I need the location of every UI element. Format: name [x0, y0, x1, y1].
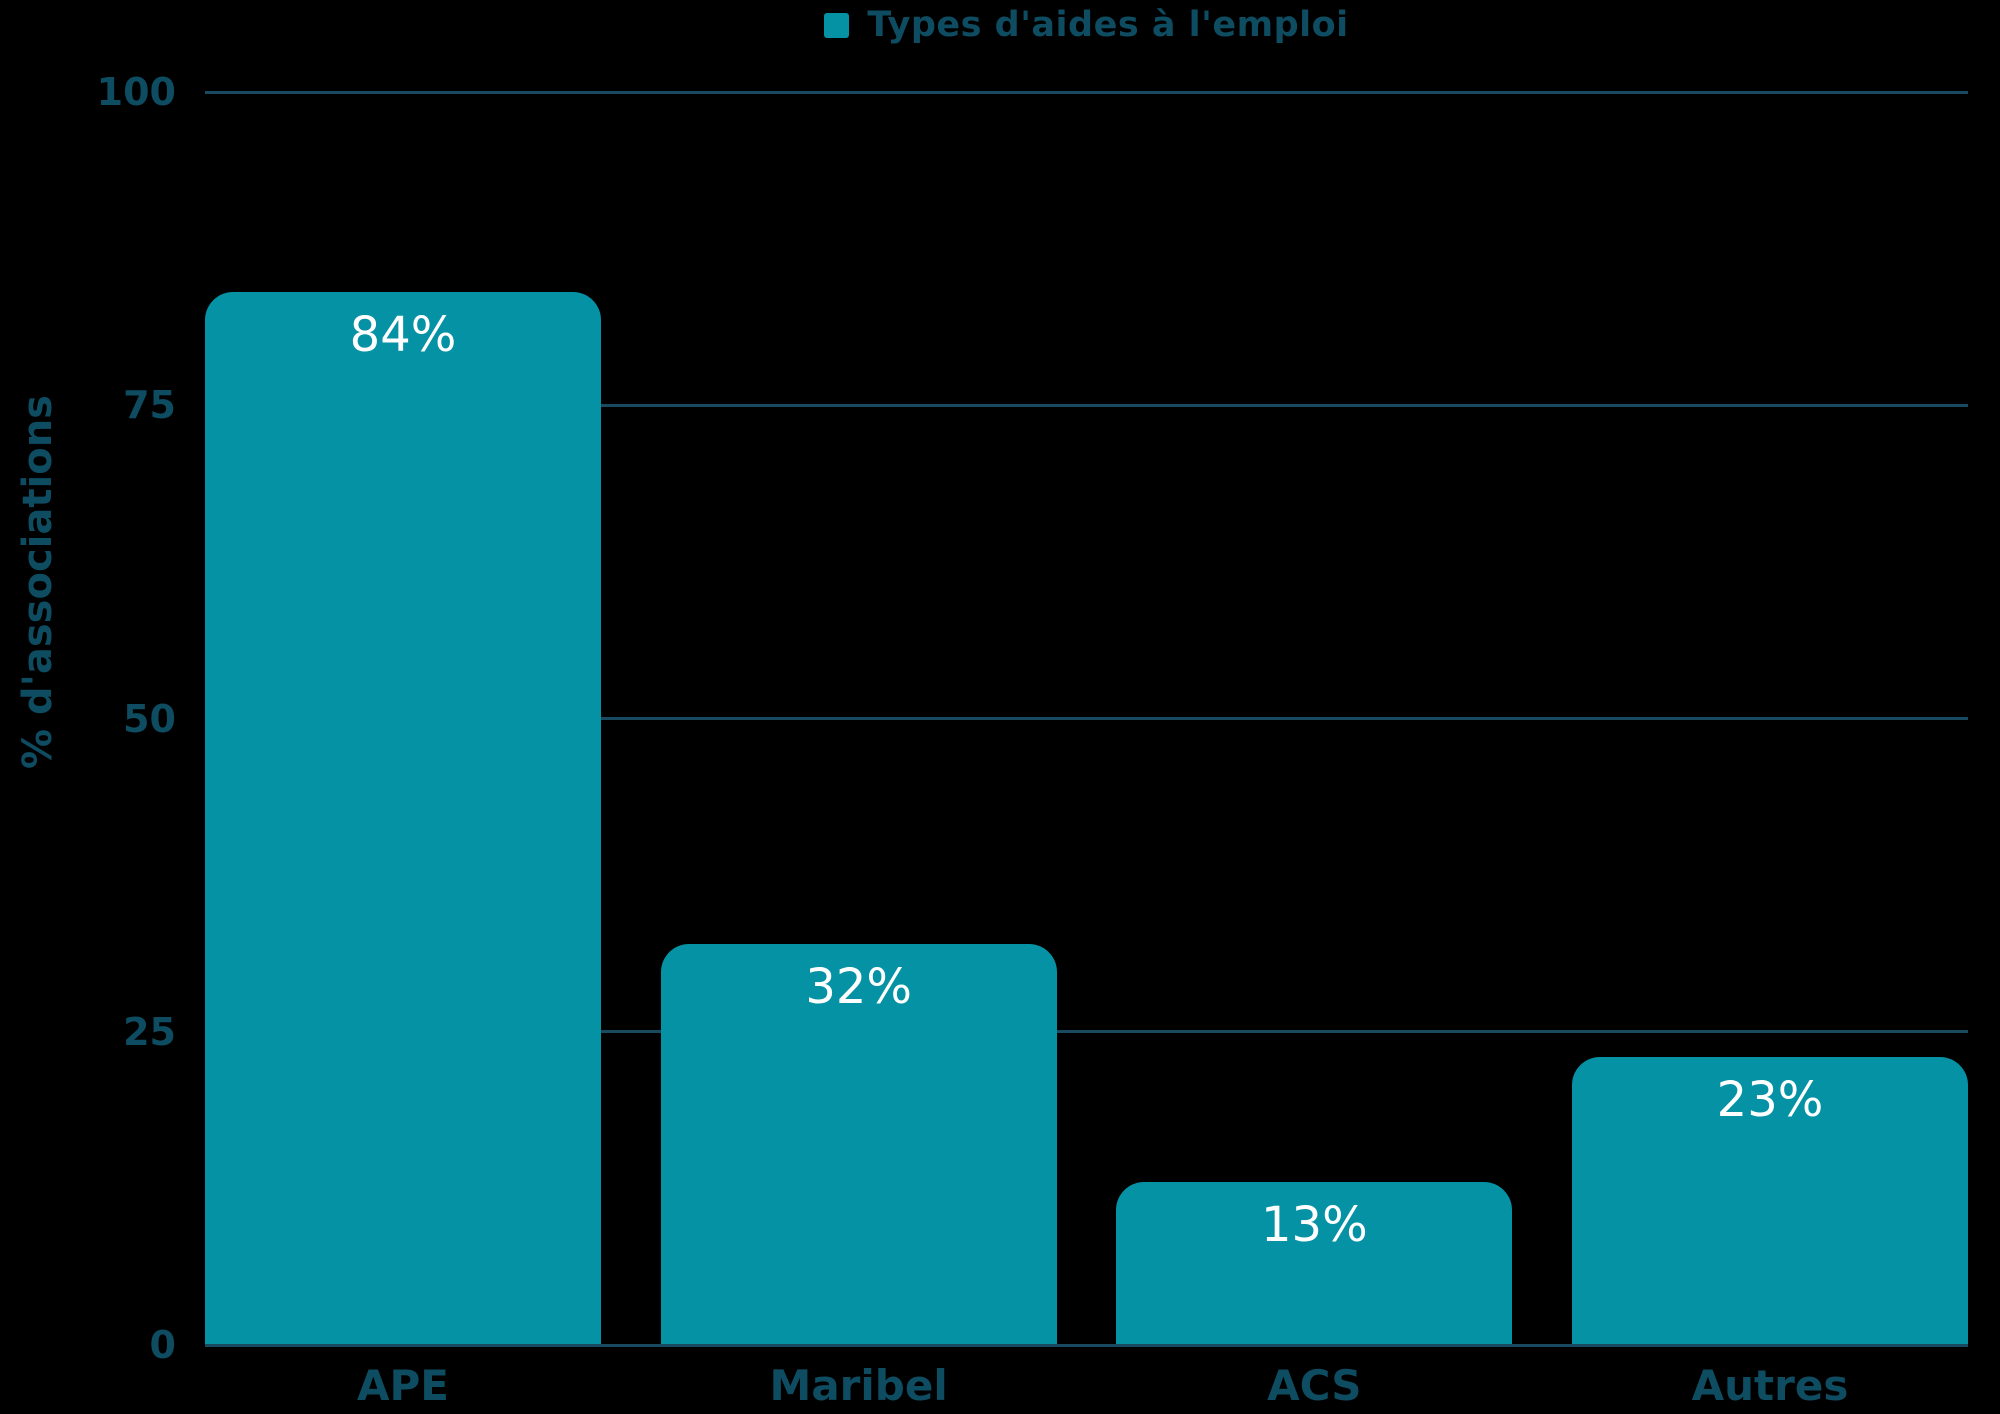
gridline-0: [205, 1343, 1968, 1347]
gridline-75: [205, 403, 1968, 407]
x-tick-label-ACS: ACS: [1267, 1361, 1362, 1410]
x-tick-label-Autres: Autres: [1691, 1361, 1849, 1410]
gridline-25: [205, 1030, 1968, 1034]
gridline-100: [205, 90, 1968, 94]
y-tick-label-25: 25: [123, 1009, 176, 1054]
x-tick-label-Maribel: Maribel: [769, 1361, 948, 1410]
bar-ACS: 13%: [1116, 1182, 1513, 1344]
bar-Autres: 23%: [1572, 1056, 1968, 1344]
chart-legend: Types d'aides à l'emploi: [205, 2, 1968, 48]
y-tick-label-50: 50: [123, 696, 176, 741]
value-label-Autres: 23%: [1716, 1071, 1824, 1128]
bar-APE: 84%: [205, 292, 601, 1344]
y-tick-label-75: 75: [123, 383, 176, 428]
value-label-Maribel: 32%: [805, 959, 912, 1016]
value-label-ACS: 13%: [1260, 1197, 1368, 1254]
x-tick-label-APE: APE: [357, 1361, 449, 1410]
y-tick-label-0: 0: [149, 1323, 176, 1367]
bar-Maribel: 32%: [660, 944, 1057, 1344]
y-tick-label-100: 100: [96, 70, 176, 114]
gridline-50: [205, 717, 1968, 720]
legend-marker-swatch: [824, 12, 850, 38]
value-label-APE: 84%: [349, 307, 457, 364]
legend-label: Types d'aides à l'emploi: [867, 5, 1349, 45]
